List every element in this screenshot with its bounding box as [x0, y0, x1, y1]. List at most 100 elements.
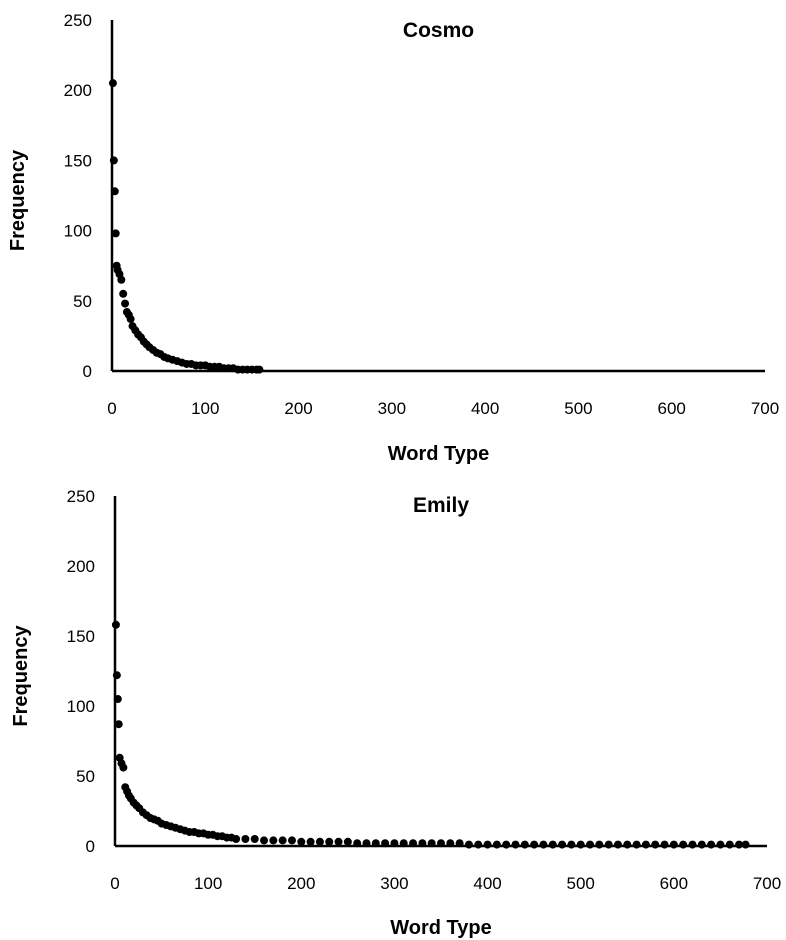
x-tick-label: 300 [378, 399, 406, 418]
x-tick-label: 400 [471, 399, 499, 418]
data-point [117, 275, 126, 284]
data-point [418, 839, 427, 848]
data-point [343, 837, 352, 846]
data-point [119, 763, 128, 772]
data-point [576, 840, 585, 849]
data-point [399, 839, 408, 848]
data-point [613, 840, 622, 849]
data-point [437, 839, 445, 848]
data-point [112, 671, 121, 680]
y-tick-label: 100 [67, 697, 95, 716]
data-point [530, 840, 539, 849]
data-point [241, 835, 250, 843]
data-point [111, 620, 120, 629]
data-point [111, 229, 120, 238]
data-point [109, 156, 118, 165]
data-point [474, 840, 483, 849]
data-point [520, 840, 529, 849]
data-point [539, 840, 548, 849]
emily-chart: 0 50 100 150 200 250 0 100 200 300 400 500 600 700 Emi… [10, 487, 781, 939]
data-point [511, 840, 520, 849]
data-point [110, 187, 119, 196]
data-point [716, 840, 725, 849]
data-point [679, 840, 688, 849]
data-point [741, 840, 750, 849]
data-point [306, 837, 315, 846]
data-point [688, 840, 697, 849]
data-point [586, 840, 595, 849]
chart-title: Emily [413, 494, 469, 517]
data-point [641, 840, 650, 849]
data-point [725, 840, 734, 849]
data-point [371, 839, 380, 848]
data-point [260, 836, 269, 845]
data-point [567, 840, 576, 849]
y-tick-label: 0 [83, 362, 92, 381]
y-tick-label: 200 [64, 81, 92, 100]
data-point [632, 840, 641, 849]
data-point [232, 835, 241, 843]
data-point [353, 839, 362, 848]
y-tick-label: 100 [64, 222, 92, 241]
data-point [108, 79, 117, 88]
data-point [483, 840, 492, 849]
x-tick-label: 0 [110, 874, 119, 893]
x-tick-label: 700 [753, 874, 781, 893]
data-point [334, 837, 343, 846]
y-tick-label: 150 [67, 627, 95, 646]
data-point [446, 839, 455, 848]
data-point [651, 840, 660, 849]
data-point [119, 289, 128, 298]
data-point [278, 836, 287, 845]
chart-title: Cosmo [403, 19, 474, 42]
data-point [362, 839, 371, 848]
data-point [297, 837, 306, 846]
y-axis-title: Frequency [10, 625, 32, 727]
x-tick-label: 400 [473, 874, 501, 893]
data-point [325, 837, 334, 846]
data-point [287, 836, 296, 845]
data-point [707, 840, 716, 849]
y-tick-label: 250 [67, 487, 95, 506]
y-tick-label: 50 [73, 292, 92, 311]
x-tick-label: 100 [191, 399, 219, 418]
x-tick-label: 200 [287, 874, 315, 893]
data-point [390, 839, 399, 848]
data-point [660, 840, 669, 849]
cosmo-chart: 0 50 100 150 200 250 0 100 200 300 400 500 600 700 Cos… [7, 11, 779, 465]
data-point [604, 840, 613, 849]
x-tick-label: 600 [658, 399, 686, 418]
y-axis-title: Frequency [7, 149, 29, 251]
y-tick-label: 150 [64, 151, 92, 170]
x-tick-label: 600 [660, 874, 688, 893]
data-point [669, 840, 678, 849]
x-tick-label: 500 [567, 874, 595, 893]
data-point [121, 299, 130, 308]
data-point [409, 839, 418, 848]
data-point [427, 839, 436, 848]
data-point [558, 840, 567, 849]
x-tick-label: 700 [751, 399, 779, 418]
data-point [269, 836, 278, 845]
data-point [113, 695, 122, 703]
data-point [455, 839, 464, 848]
data-point [735, 840, 744, 849]
x-tick-label: 0 [107, 399, 116, 418]
y-tick-label: 50 [76, 767, 95, 786]
data-point [315, 837, 324, 846]
data-point [114, 720, 123, 729]
y-tick-label: 200 [67, 557, 95, 576]
y-tick-label: 0 [86, 837, 95, 856]
x-tick-label: 200 [284, 399, 312, 418]
x-tick-label: 500 [564, 399, 592, 418]
y-tick-label: 250 [64, 11, 92, 30]
data-point [492, 840, 501, 849]
data-point [255, 365, 264, 374]
data-point [250, 835, 259, 843]
data-point [126, 315, 135, 324]
x-tick-label: 100 [194, 874, 222, 893]
data-point [623, 840, 632, 849]
data-point [595, 840, 604, 849]
data-point [548, 840, 557, 849]
